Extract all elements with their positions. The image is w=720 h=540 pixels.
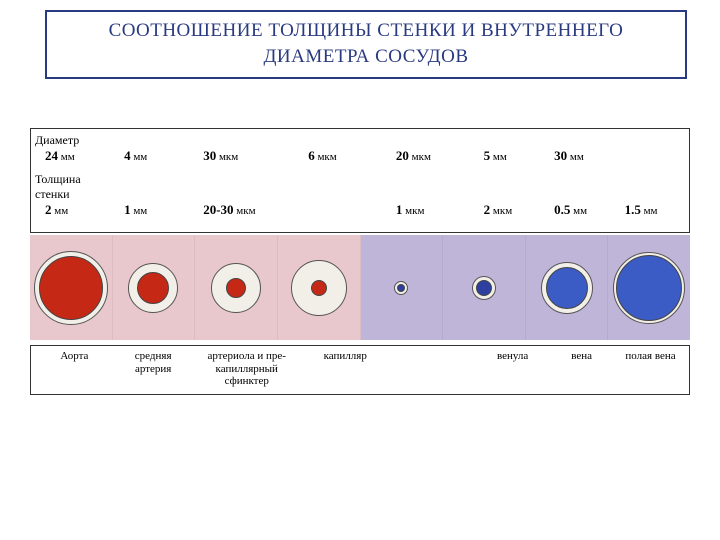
vessel-name: Аорта [35, 350, 114, 388]
vessel-outer [211, 263, 261, 313]
vessel-name [390, 350, 479, 388]
value-cell: 24 мм [35, 148, 114, 164]
vessel-lumen [226, 278, 246, 298]
value-cell: 5 мм [474, 148, 544, 164]
value-cell: 1 мкм [386, 202, 474, 218]
vessel-name: средняя артерия [114, 350, 193, 388]
vessel-outer [472, 276, 496, 300]
vessel-outer [291, 260, 347, 316]
value-cell: 1.5 мм [615, 202, 685, 218]
vessel-panel [443, 235, 526, 340]
vessel-name: венула [478, 350, 547, 388]
value-cell: 0.5 мм [544, 202, 614, 218]
data-table: Диаметр 24 мм4 мм30 мкм6 мкм20 мкм5 мм30… [30, 128, 690, 233]
value-cell: 1 мм [114, 202, 193, 218]
value-cell: 30 мм [544, 148, 614, 164]
vessel-outer [613, 252, 685, 324]
vessel-lumen [476, 280, 492, 296]
vessel-outer [128, 263, 178, 313]
value-cell [615, 148, 685, 164]
title-line2: ДИАМЕТРА СОСУДОВ [263, 46, 468, 67]
vessel-panel [526, 235, 609, 340]
value-cell: 30 мкм [193, 148, 298, 164]
vessel-name: капилляр [301, 350, 390, 388]
wall-label: Толщина стенки [35, 172, 685, 202]
page-title: СООТНОШЕНИЕ ТОЛЩИНЫ СТЕНКИ И ВНУТРЕННЕГО… [45, 10, 687, 79]
vessel-outer [394, 281, 408, 295]
value-cell: 6 мкм [298, 148, 386, 164]
value-cell: 20-30 мкм [193, 202, 298, 218]
diameter-row: 24 мм4 мм30 мкм6 мкм20 мкм5 мм30 мм [35, 148, 685, 164]
vessel-panel [30, 235, 113, 340]
value-cell: 20 мкм [386, 148, 474, 164]
title-line1: СООТНОШЕНИЕ ТОЛЩИНЫ СТЕНКИ И ВНУТРЕННЕГО [109, 20, 624, 41]
vessel-name: вена [547, 350, 616, 388]
vessel-name: артериола и пре- капиллярный сфинктер [193, 350, 301, 388]
diameter-label: Диаметр [35, 133, 685, 148]
vessel-lumen [137, 272, 169, 304]
vessel-diagram [30, 235, 690, 340]
vessel-panel [195, 235, 278, 340]
vessel-name: полая вена [616, 350, 685, 388]
value-cell: 2 мм [35, 202, 114, 218]
names-box: Аортасредняя артерияартериола и пре- кап… [30, 345, 690, 395]
wall-row: 2 мм1 мм20-30 мкм 1 мкм2 мкм0.5 мм1.5 мм [35, 202, 685, 218]
value-cell: 4 мм [114, 148, 193, 164]
page: СООТНОШЕНИЕ ТОЛЩИНЫ СТЕНКИ И ВНУТРЕННЕГО… [0, 0, 720, 540]
vessel-lumen [397, 284, 405, 292]
value-cell: 2 мкм [474, 202, 544, 218]
vessel-lumen [546, 267, 588, 309]
vessel-lumen [39, 256, 103, 320]
vessel-lumen [311, 280, 327, 296]
vessel-panel [608, 235, 690, 340]
vessel-outer [34, 251, 108, 325]
names-row: Аортасредняя артерияартериола и пре- кап… [35, 350, 685, 388]
vessel-panel [113, 235, 196, 340]
vessel-panel [278, 235, 361, 340]
value-cell [298, 202, 386, 218]
vessel-lumen [616, 255, 682, 321]
vessel-outer [541, 262, 593, 314]
vessel-panel [361, 235, 444, 340]
